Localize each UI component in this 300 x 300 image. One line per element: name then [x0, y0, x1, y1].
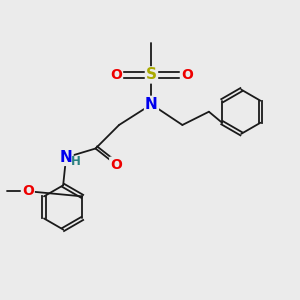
Text: N: N	[60, 150, 73, 165]
Text: N: N	[145, 97, 158, 112]
Text: O: O	[181, 68, 193, 82]
Text: S: S	[146, 68, 157, 82]
Text: O: O	[110, 68, 122, 82]
Text: O: O	[110, 158, 122, 172]
Text: H: H	[70, 155, 80, 168]
Text: O: O	[22, 184, 34, 198]
